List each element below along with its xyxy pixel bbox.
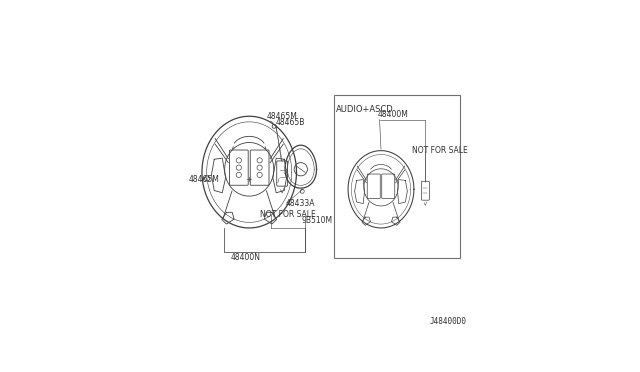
Text: 48465M: 48465M — [189, 176, 220, 185]
Text: 48400M: 48400M — [377, 110, 408, 119]
Bar — [333, 95, 460, 258]
Text: NOT FOR SALE: NOT FOR SALE — [412, 147, 467, 155]
Text: 48465B: 48465B — [275, 118, 305, 128]
Text: 48400N: 48400N — [230, 253, 260, 262]
Text: 9B510M: 9B510M — [301, 216, 333, 225]
Text: 48433A: 48433A — [285, 199, 315, 208]
Text: 48465M: 48465M — [267, 112, 298, 121]
Text: NOT FOR SALE: NOT FOR SALE — [260, 210, 316, 219]
Text: AUDIO+ASCD: AUDIO+ASCD — [336, 105, 394, 114]
Text: J48400D0: J48400D0 — [430, 317, 467, 326]
